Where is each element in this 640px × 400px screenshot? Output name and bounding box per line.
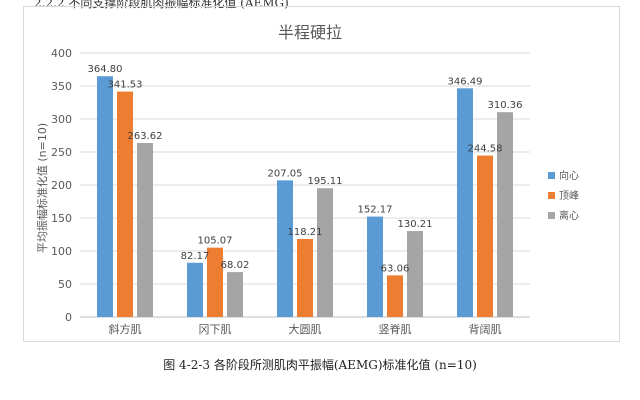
y-tick-label: 150	[51, 212, 72, 225]
y-tick-label: 0	[65, 311, 72, 324]
y-tick-label: 100	[51, 245, 72, 258]
bar-顶峰-斜方肌	[117, 91, 133, 317]
y-axis-label: 平均振幅标准化值 (n=10)	[35, 123, 49, 253]
bar-向心-冈下肌	[187, 262, 203, 317]
y-tick-label: 200	[51, 179, 72, 192]
data-label: 118.21	[288, 227, 323, 238]
data-label: 341.53	[108, 80, 143, 91]
bar-离心-斜方肌	[137, 143, 153, 317]
bar-向心-斜方肌	[97, 76, 113, 318]
data-label: 346.49	[448, 76, 483, 87]
x-tick-label: 竖脊肌	[379, 322, 412, 336]
x-tick-label: 大圆肌	[289, 322, 322, 336]
y-tick-label: 350	[51, 80, 72, 93]
data-label: 82.17	[181, 251, 210, 262]
data-label: 130.21	[398, 219, 433, 230]
data-label: 195.11	[308, 176, 343, 187]
data-label: 364.80	[88, 64, 123, 75]
data-label: 63.06	[381, 263, 410, 274]
legend-label-离心: 离心	[559, 209, 579, 222]
bar-顶峰-大圆肌	[297, 238, 313, 317]
chart-frame	[23, 6, 620, 342]
bar-离心-背阔肌	[497, 112, 513, 317]
data-label: 105.07	[198, 236, 233, 247]
figure-caption: 图 4-2-3 各阶段所测肌肉平振幅(AEMG)标准化值 (n=10)	[163, 358, 477, 372]
legend-label-顶峰: 顶峰	[559, 190, 579, 202]
section-heading-partial: 2.2.2 不同支撑阶段肌肉振幅标准化值 (AEMG)	[34, 0, 289, 10]
legend-swatch-向心	[548, 172, 555, 179]
data-label: 207.05	[268, 168, 303, 179]
x-tick-label: 斜方肌	[109, 322, 142, 336]
data-label: 68.02	[221, 260, 250, 271]
x-tick-label: 背阔肌	[469, 322, 502, 336]
y-tick-label: 400	[51, 47, 72, 60]
y-tick-label: 300	[51, 113, 72, 126]
bar-离心-竖脊肌	[407, 231, 423, 317]
y-tick-label: 50	[58, 278, 72, 291]
data-label: 263.62	[128, 131, 163, 142]
bar-向心-大圆肌	[277, 180, 293, 317]
legend-swatch-顶峰	[548, 192, 555, 199]
y-tick-label: 250	[51, 146, 72, 159]
legend-swatch-离心	[548, 212, 555, 219]
data-label: 152.17	[358, 205, 393, 216]
legend-label-向心: 向心	[559, 169, 579, 182]
bar-顶峰-背阔肌	[477, 155, 493, 317]
bar-向心-竖脊肌	[367, 216, 383, 317]
data-label: 244.58	[468, 144, 503, 155]
bar-顶峰-冈下肌	[207, 247, 223, 317]
chart-title: 半程硬拉	[278, 23, 342, 42]
bar-离心-大圆肌	[317, 188, 333, 317]
bar-向心-背阔肌	[457, 88, 473, 318]
data-label: 310.36	[488, 100, 523, 111]
x-tick-label: 冈下肌	[199, 323, 232, 336]
bar-顶峰-竖脊肌	[387, 275, 403, 317]
bar-离心-冈下肌	[227, 272, 243, 317]
